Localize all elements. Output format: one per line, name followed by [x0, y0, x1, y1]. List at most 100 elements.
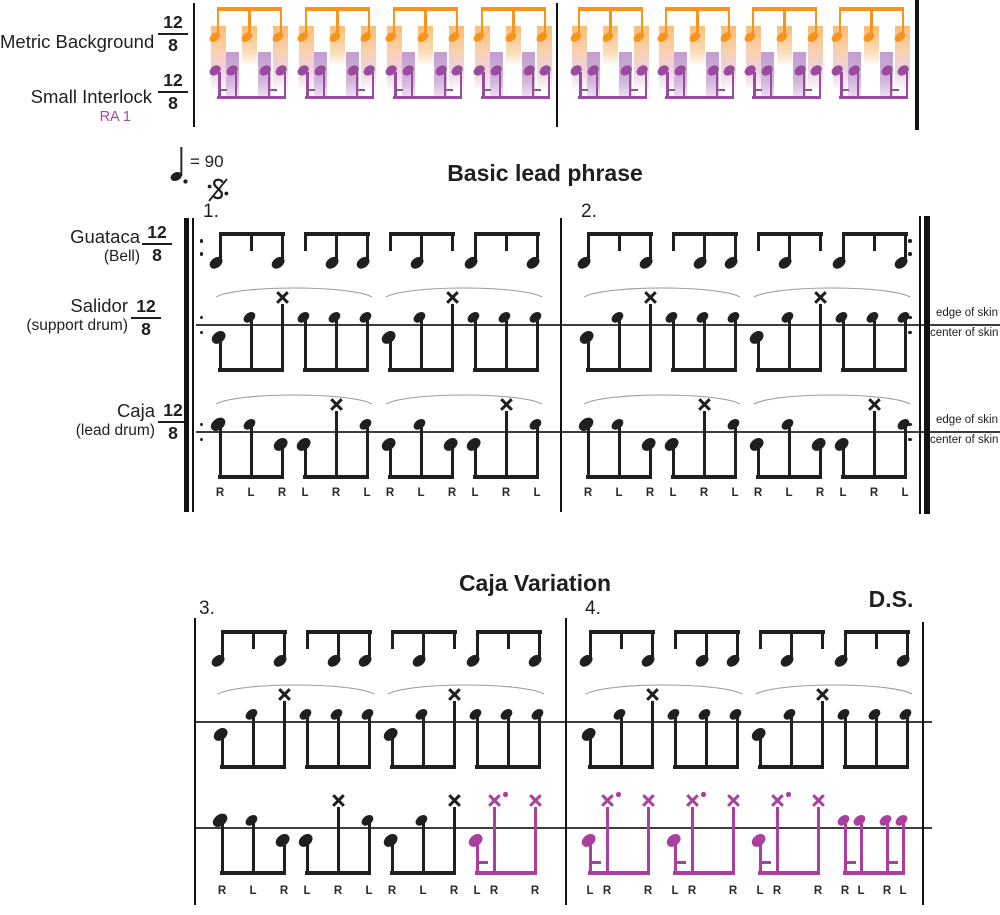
note-stem — [617, 427, 621, 477]
salidor-label: Salidor — [70, 295, 128, 316]
sticking-letter: R — [869, 487, 879, 499]
interlock-stem — [818, 72, 822, 98]
note-stem — [452, 701, 456, 767]
interlock-beam — [578, 96, 648, 99]
bell-tick-stem — [504, 235, 508, 251]
bell-stem — [220, 633, 224, 658]
bell-beam — [671, 232, 738, 237]
note-stem — [506, 717, 510, 767]
bell-tick-stem — [820, 633, 824, 649]
note-stem — [421, 823, 425, 873]
sticking-letter: L — [249, 885, 257, 897]
sticking-letter: L — [247, 487, 255, 499]
barline — [914, 0, 919, 130]
sticking-letter: L — [669, 487, 677, 499]
barline — [919, 216, 922, 514]
note-stem — [475, 843, 479, 873]
metric-stem — [367, 9, 371, 34]
note-stem — [756, 447, 760, 477]
tempo-text: = 90 — [190, 152, 224, 171]
drum-beam — [586, 475, 652, 480]
sticking-letter: L — [857, 885, 865, 897]
metric-stem — [216, 9, 220, 34]
sticking-letter: L — [785, 487, 793, 499]
note-stem — [673, 843, 677, 873]
time-signature: 12 8 — [158, 70, 188, 113]
note-stem — [280, 447, 284, 477]
bell-stem — [367, 633, 371, 658]
metric-stem — [814, 9, 818, 34]
interlock-stem — [267, 72, 271, 98]
time-signature-numerator: 12 — [158, 400, 188, 423]
note-stem — [336, 717, 340, 767]
phrase-arc — [385, 287, 543, 298]
dotted-quarter-note-icon — [170, 147, 188, 184]
sticking-letter: R — [449, 885, 459, 897]
interlock-stem — [840, 72, 843, 98]
measure-number-3: 3. — [199, 598, 215, 619]
dal-segno-label: D.S. — [868, 586, 914, 612]
note-stem — [818, 447, 822, 477]
interlock-tick — [395, 89, 404, 92]
metric-stem — [336, 9, 339, 34]
drum-beam — [758, 871, 820, 876]
metric-stem — [577, 9, 581, 34]
bell-stem — [218, 235, 222, 260]
time-signature-denominator: 8 — [141, 319, 151, 339]
interlock-stem — [394, 72, 397, 98]
drum-beam — [671, 475, 737, 480]
note-stem — [305, 843, 309, 873]
drum-beam — [841, 368, 907, 373]
metric-background-label: Metric Background — [0, 31, 155, 52]
barline — [560, 218, 563, 512]
metric-stem — [512, 9, 515, 34]
salidor-edge-of-skin-label: edge of skin — [935, 307, 998, 319]
measure-number-2: 2. — [581, 201, 597, 222]
sticking-letter: R — [277, 487, 287, 499]
augmentation-dot — [503, 792, 508, 797]
salidor-sublabel: (support drum) — [26, 317, 128, 334]
note-stem — [841, 320, 845, 370]
drum-beam — [475, 871, 537, 876]
caja-center-of-skin-label: center of skin — [930, 434, 999, 446]
note-stem — [249, 427, 253, 477]
metric-stem — [870, 9, 873, 34]
time-signature: 12 8 — [158, 400, 188, 443]
interlock-beam — [752, 96, 822, 99]
bell-tick-stem — [305, 633, 309, 649]
bell-stem — [336, 633, 340, 658]
bell-beam — [475, 630, 542, 635]
repeat-dot — [908, 252, 912, 256]
note-stem — [820, 701, 824, 767]
drum-beam — [758, 765, 824, 770]
barline — [556, 3, 559, 127]
metric-stem — [751, 9, 755, 34]
note-stem — [450, 304, 454, 370]
bell-tick-stem — [452, 633, 456, 649]
note-stem — [450, 447, 454, 477]
sticking-letter: R — [772, 885, 782, 897]
note-stem — [903, 320, 907, 370]
slap-x-notehead — [599, 792, 621, 809]
note-stem — [588, 737, 592, 767]
interlock-stem — [322, 72, 326, 98]
metric-stem — [640, 9, 644, 34]
sticking-letter: R — [333, 885, 343, 897]
bell-tick-stem — [758, 633, 762, 649]
sticking-letter: L — [301, 487, 309, 499]
bell-beam — [673, 630, 740, 635]
interlock-tick — [483, 89, 492, 92]
time-signature-numerator: 12 — [158, 70, 188, 93]
time-signature-numerator: 12 — [142, 222, 172, 245]
metric-beam — [664, 7, 731, 11]
interlock-stem — [666, 72, 669, 98]
repeat-dot — [199, 239, 204, 243]
bell-stem — [282, 633, 286, 658]
note-stem — [874, 717, 878, 767]
drum-beam — [305, 871, 371, 876]
drum-beam — [588, 871, 650, 876]
bell-stem — [841, 235, 845, 260]
sticking-letter: R — [882, 885, 892, 897]
metric-stem — [424, 9, 427, 34]
bell-stem — [702, 235, 706, 260]
